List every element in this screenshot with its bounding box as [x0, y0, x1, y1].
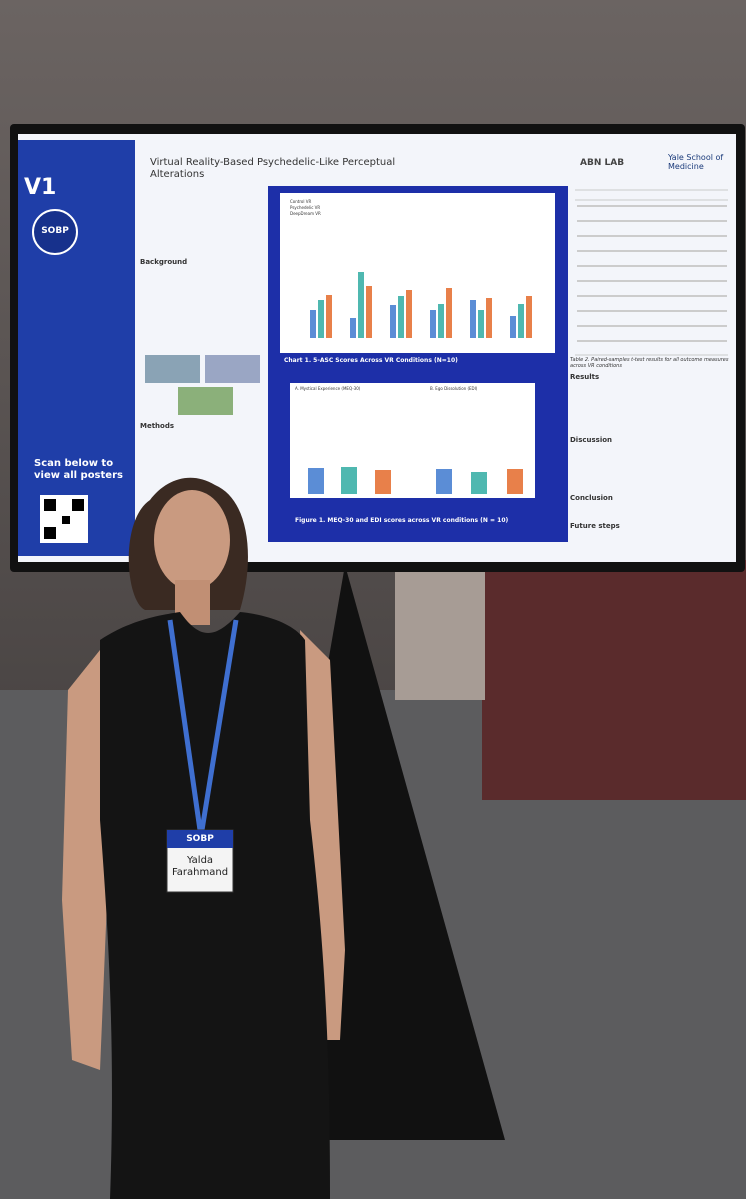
table-row [577, 265, 727, 267]
figure1-bars [308, 467, 523, 494]
qr-part [44, 527, 56, 539]
table-row [577, 250, 727, 252]
blue-panel [18, 140, 135, 556]
badge-name: Yalda Farahmand [171, 855, 229, 878]
bar-shape [471, 472, 487, 494]
table-rows [577, 205, 727, 342]
section-heading: Methods [140, 422, 175, 430]
bar-shape [430, 310, 436, 338]
table-row [577, 235, 727, 237]
table-row [577, 280, 727, 282]
bar-shape [507, 469, 523, 494]
bar-shape [406, 290, 412, 338]
poster-image [178, 387, 233, 415]
legend-entry: Psychedelic VR [290, 205, 321, 210]
table-row [577, 310, 727, 312]
section-heading: Future steps [570, 522, 620, 530]
poster-badge: V1 [24, 175, 57, 200]
lanyard [167, 619, 203, 831]
face [154, 490, 230, 590]
bar-shape [518, 304, 524, 338]
bar-shape [526, 296, 532, 338]
section-heading: Discussion [570, 436, 613, 444]
bar-shape [310, 310, 316, 338]
chart1-area [280, 193, 555, 353]
bar-shape [350, 318, 356, 338]
table-lines [575, 189, 728, 356]
bar-shape [366, 286, 372, 338]
section-heading: Background [140, 258, 188, 266]
table-row [577, 340, 727, 342]
pillar [395, 560, 485, 700]
bar-shape [470, 300, 476, 338]
poster-title: Virtual Reality-Based Psychedelic-Like P… [150, 157, 396, 180]
logo-circle [32, 209, 78, 255]
lab-logo: ABN LAB [580, 158, 625, 168]
poster-image [145, 355, 200, 383]
bar-shape [438, 304, 444, 338]
qr-part [72, 499, 84, 511]
dress [100, 612, 330, 1199]
bar-shape [510, 316, 516, 338]
bar-shape [390, 305, 396, 338]
badge-header [167, 830, 233, 848]
table-caption: Table 2. Paired-samples t-test results f… [570, 357, 729, 369]
badge-org: SOBP [186, 834, 214, 844]
legend-entry: DeepDream VR [290, 211, 321, 216]
bar-shape [486, 298, 492, 338]
chart-caption: Chart 1. 5-ASC Scores Across VR Conditio… [284, 357, 458, 364]
section-heading: Results [570, 373, 600, 381]
bar-shape [375, 470, 391, 494]
qr-part [44, 499, 56, 511]
bar-shape [318, 300, 324, 338]
bar-shape [308, 468, 324, 494]
chart1-bars [310, 272, 532, 338]
figure-caption: Figure 1. MEQ-30 and EDI scores across V… [295, 517, 509, 524]
bar-shape [341, 467, 357, 494]
legend-entry: Control VR [290, 199, 312, 204]
left-arm [62, 640, 112, 1070]
table-row [577, 325, 727, 327]
table-row [577, 220, 727, 222]
bar-shape [358, 272, 364, 338]
bar-shape [326, 295, 332, 338]
bar-shape [446, 288, 452, 338]
lanyard [199, 619, 239, 831]
panel-title: A. Mystical Experience (MEQ-30) [295, 386, 361, 391]
qr-part [62, 516, 70, 524]
section-heading: Conclusion [570, 494, 613, 502]
figure1-area [290, 383, 535, 498]
scan-text: Scan below to view all posters [34, 458, 123, 481]
poster-image [205, 355, 260, 383]
logo-text: SOBP [41, 226, 69, 236]
table-row [577, 205, 727, 207]
red-panel [482, 560, 746, 800]
bar-shape [436, 469, 452, 494]
bar-shape [398, 296, 404, 338]
table-row [577, 295, 727, 297]
school-logo: Yale School of Medicine [668, 153, 724, 172]
panel-title: B. Ego Dissolution (EDI) [430, 386, 478, 391]
bar-shape [478, 310, 484, 338]
